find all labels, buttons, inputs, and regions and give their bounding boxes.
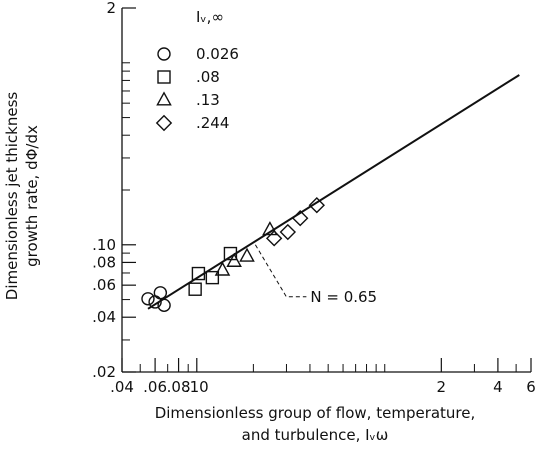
data-point-circle bbox=[157, 298, 171, 313]
x-tick-label: .04 bbox=[110, 378, 134, 396]
y-tick-label: .02 bbox=[92, 363, 116, 381]
data-point-circle bbox=[153, 286, 168, 300]
legend-label: 0.026 bbox=[196, 45, 239, 63]
legend-title: Iᵥ,∞ bbox=[196, 8, 224, 26]
fit-line-group: N = 0.65 bbox=[147, 74, 520, 310]
data-point-square bbox=[188, 282, 202, 296]
legend-label: .13 bbox=[196, 91, 220, 109]
data-point-diamond bbox=[292, 210, 309, 227]
data-point-triangle bbox=[214, 261, 231, 276]
y-tick-label: 2 bbox=[106, 0, 116, 17]
x-tick-label: 6 bbox=[526, 378, 536, 396]
x-tick-label: .08 bbox=[167, 378, 191, 396]
x-tick-label: 4 bbox=[493, 378, 503, 396]
x-axis-ticks: .04 .06.08.10 2 4 6 bbox=[110, 358, 536, 396]
legend-label: .08 bbox=[196, 68, 220, 86]
y-tick-label: .08 bbox=[92, 253, 116, 271]
legend-marker-diamond bbox=[155, 114, 173, 132]
y-tick-label: .10 bbox=[92, 236, 116, 254]
legend-marker-circle bbox=[157, 47, 171, 61]
data-point-square bbox=[205, 270, 220, 285]
y-tick-label: .06 bbox=[92, 276, 116, 294]
data-point-diamond bbox=[265, 230, 283, 247]
y-axis-ticks: .02 .04 .06 .08.10 2 bbox=[92, 0, 136, 381]
legend-label: .244 bbox=[196, 114, 229, 132]
data-point-diamond bbox=[308, 197, 325, 214]
x-tick-label: 2 bbox=[437, 378, 447, 396]
data-points bbox=[141, 197, 325, 313]
data-point-diamond bbox=[279, 223, 297, 241]
x-axis-title-line1: Dimensionless group of flow, temperature… bbox=[155, 404, 476, 422]
x-tick-label: .06 bbox=[143, 378, 167, 396]
fit-annotation: N = 0.65 bbox=[310, 288, 377, 306]
y-axis-title-line2: growth rate, dΦ/dx bbox=[23, 125, 41, 267]
data-point-triangle bbox=[226, 252, 242, 267]
fit-line bbox=[147, 74, 520, 310]
y-tick-label: .04 bbox=[92, 308, 116, 326]
data-point-circle bbox=[141, 292, 155, 306]
legend: Iᵥ,∞ 0.026 .08 .13 .244 bbox=[155, 8, 239, 132]
x-axis-title-line2: and turbulence, Iᵥω bbox=[242, 426, 389, 444]
x-tick-label: .10 bbox=[185, 378, 209, 396]
y-axis-title-line1: Dimensionless jet thickness bbox=[3, 92, 21, 301]
data-point-triangle bbox=[239, 247, 255, 262]
data-point-square bbox=[191, 266, 206, 281]
legend-marker-square bbox=[157, 70, 171, 84]
legend-marker-triangle bbox=[156, 91, 172, 106]
fit-leader-line bbox=[254, 244, 307, 298]
axes bbox=[121, 8, 531, 373]
